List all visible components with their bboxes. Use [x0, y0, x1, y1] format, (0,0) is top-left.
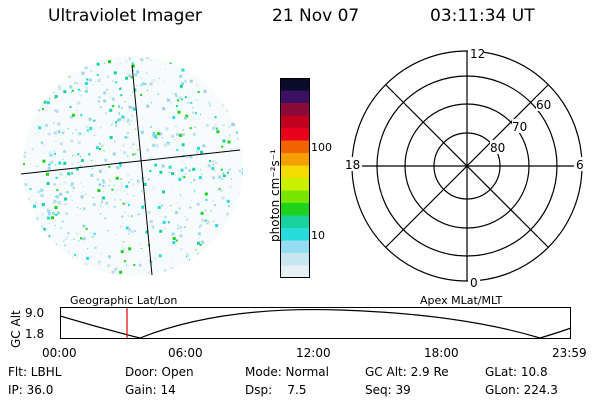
colorbar-swatch	[280, 165, 310, 179]
ip-field: IP: 36.0	[8, 383, 54, 397]
colorbar-swatch	[280, 190, 310, 204]
colorbar-tick-10: 10	[311, 229, 325, 242]
mlt-18-label: 18	[345, 158, 360, 172]
colorbar-swatch	[280, 140, 310, 154]
observation-time: 03:11:34 UT	[430, 6, 535, 26]
mlat-80-label: 80	[490, 141, 505, 155]
colorbar-swatch	[280, 178, 310, 191]
colorbar-swatch	[280, 78, 310, 91]
altitude-strip-plot	[60, 307, 572, 339]
glon-field: GLon: 224.3	[485, 383, 558, 397]
meridian-line	[131, 64, 153, 276]
colorbar-swatch	[280, 215, 310, 229]
x-tick-1800: 18:00	[424, 346, 459, 360]
x-tick-0000: 00:00	[42, 346, 77, 360]
mode-field: Mode: Normal	[245, 365, 329, 379]
altitude-curve	[60, 308, 572, 339]
x-tick-0600: 06:00	[168, 346, 203, 360]
colorbar-unit-label: photon cm⁻²s⁻¹	[268, 149, 282, 242]
geographic-image	[20, 56, 243, 276]
colorbar-swatch	[280, 103, 310, 116]
colorbar-tick-100: 100	[311, 141, 332, 154]
mlat-70-label: 70	[512, 120, 527, 134]
strip-frame	[60, 307, 571, 339]
x-tick-2359: 23:59	[552, 346, 587, 360]
filter-field: Flt: LBHL	[8, 365, 62, 379]
mlt-12-label: 12	[470, 47, 485, 61]
colorbar-swatch	[280, 228, 310, 241]
diagonal-line-2	[385, 84, 549, 248]
dsp-field: Dsp: 7.5	[245, 383, 307, 397]
gain-field: Gain: 14	[125, 383, 176, 397]
apex-label: Apex MLat/MLT	[420, 294, 503, 307]
colorbar-swatch	[280, 128, 310, 141]
gc-alt-field: GC Alt: 2.9 Re	[365, 365, 449, 379]
emission-speckles	[23, 56, 243, 276]
colorbar-swatch	[280, 240, 310, 254]
instrument-title: Ultraviolet Imager	[48, 6, 202, 26]
colorbar-swatch	[280, 253, 310, 266]
polar-mlt-plot: 12 18 6 0 60 70 80	[342, 47, 586, 290]
door-field: Door: Open	[125, 365, 194, 379]
observation-date: 21 Nov 07	[272, 6, 360, 26]
earth-disk	[23, 56, 243, 276]
geographic-label: Geographic Lat/Lon	[70, 294, 178, 307]
alt-y-top: 9.0	[25, 306, 45, 320]
x-tick-1200: 12:00	[296, 346, 331, 360]
colorbar-swatch	[280, 90, 310, 104]
mlt-6-label: 6	[576, 158, 584, 172]
mlat-60-label: 60	[536, 98, 551, 112]
colorbar-swatch	[280, 153, 310, 166]
colorbar-swatch	[280, 115, 310, 129]
glat-field: GLat: 10.8	[485, 365, 548, 379]
seq-field: Seq: 39	[365, 383, 411, 397]
colorbar-swatch	[280, 203, 310, 216]
alt-y-bottom: 1.8	[25, 327, 45, 341]
colorbar-swatch	[280, 265, 310, 278]
mlt-0-label: 0	[470, 276, 478, 290]
parallel-line	[20, 149, 241, 175]
gc-alt-axis-title: GC Alt	[9, 310, 23, 348]
color-scale-bar	[280, 78, 310, 278]
